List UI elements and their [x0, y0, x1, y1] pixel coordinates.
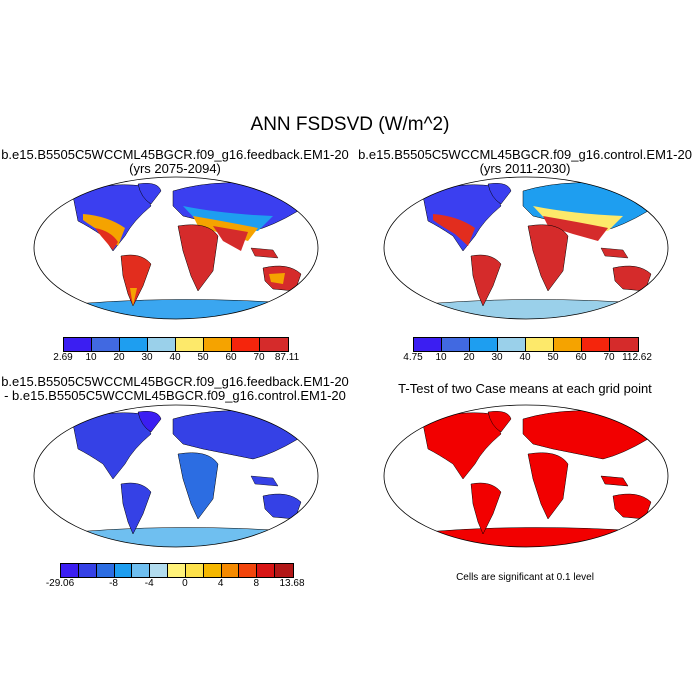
colorbar-swatch — [221, 564, 240, 577]
panel-1-title: b.e15.B5505C5WCCML45BGCR.f09_g16.feedbac… — [0, 148, 350, 176]
colorbar-tick-label: 4 — [217, 578, 224, 589]
panel-2-map — [383, 176, 669, 320]
colorbar-swatch — [150, 564, 169, 577]
colorbar-tick-label: 4.75 — [403, 352, 423, 363]
panel-2-title: b.e15.B5505C5WCCML45BGCR.f09_g16.control… — [350, 148, 700, 176]
colorbar-swatch — [414, 338, 442, 351]
panel-1-case-name: b.e15.B5505C5WCCML45BGCR.f09_g16.feedbac… — [1, 147, 349, 162]
colorbar-swatch — [526, 338, 554, 351]
colorbar-tick-label: 10 — [85, 352, 97, 363]
colorbar-tick-label: 40 — [169, 352, 181, 363]
figure-title: ANN FSDSVD (W/m^2) — [250, 114, 450, 135]
colorbar-swatch — [260, 338, 288, 351]
colorbar-tick-label: 70 — [603, 352, 615, 363]
colorbar-tick-label: 10 — [435, 352, 447, 363]
colorbar-swatch — [257, 564, 276, 577]
colorbar-swatch — [114, 564, 133, 577]
colorbar-swatch — [185, 564, 204, 577]
colorbar-swatch — [96, 564, 115, 577]
colorbar-tick-label: 60 — [575, 352, 587, 363]
panel-3-case-b: - b.e15.B5505C5WCCML45BGCR.f09_g16.contr… — [4, 388, 346, 403]
panel-3-map — [33, 404, 319, 548]
colorbar-swatch — [168, 564, 186, 577]
colorbar-tick-label: 2.69 — [53, 352, 73, 363]
panel-4-note: Cells are significant at 0.1 level — [456, 572, 594, 583]
colorbar-tick-label: 40 — [519, 352, 531, 363]
colorbar-swatch — [470, 338, 498, 351]
colorbar-swatch — [120, 338, 148, 351]
panel-2-years: (yrs 2011-2030) — [479, 161, 571, 176]
colorbar-swatch — [610, 338, 638, 351]
colorbar-tick-label: 30 — [491, 352, 503, 363]
panel-4-map — [383, 404, 669, 548]
colorbar-tick-label: 112.62 — [622, 352, 652, 363]
colorbar-swatch — [176, 338, 204, 351]
colorbar-swatch — [275, 564, 293, 577]
colorbar-swatch — [582, 338, 610, 351]
colorbar-tick-label: 8 — [253, 578, 260, 589]
colorbar-tick-label: 50 — [197, 352, 209, 363]
colorbar-tick-label: 60 — [225, 352, 237, 363]
colorbar-tick-label: 0 — [182, 578, 188, 589]
colorbar-tick-label: 20 — [113, 352, 125, 363]
colorbar-tick-label: 20 — [463, 352, 475, 363]
colorbar-tick-label: -4 — [144, 578, 154, 589]
panel-1-map — [33, 176, 319, 320]
colorbar-swatch — [78, 564, 97, 577]
colorbar-swatch — [132, 564, 151, 577]
colorbar-swatch — [92, 338, 120, 351]
colorbar-tick-label: 70 — [253, 352, 265, 363]
colorbar-swatch — [498, 338, 526, 351]
colorbar-tick-label: 87.11 — [274, 352, 300, 363]
colorbar-swatch — [554, 338, 582, 351]
colorbar-tick-label: 13.68 — [279, 578, 305, 589]
panel-3-title: b.e15.B5505C5WCCML45BGCR.f09_g16.feedbac… — [0, 375, 350, 403]
panel-2-colorbar-labels: 4.75 10 20 30 40 50 60 70 112.62 — [403, 352, 652, 364]
panel-3-colorbar-labels: -29.06 -8 -4 0 4 8 13.68 — [46, 578, 305, 590]
colorbar-tick-label: -8 — [109, 578, 118, 589]
panel-3-case-a: b.e15.B5505C5WCCML45BGCR.f09_g16.feedbac… — [1, 374, 349, 389]
colorbar-swatch — [442, 338, 470, 351]
colorbar-swatch — [148, 338, 176, 351]
panel-1-years: (yrs 2075-2094) — [129, 161, 221, 176]
colorbar-tick-label: -29.06 — [45, 578, 75, 589]
colorbar-swatch — [232, 338, 260, 351]
panel-1-colorbar — [63, 337, 289, 352]
colorbar-swatch — [64, 338, 92, 351]
colorbar-swatch — [203, 564, 222, 577]
colorbar-tick-label: 30 — [141, 352, 153, 363]
colorbar-swatch — [239, 564, 258, 577]
colorbar-swatch — [204, 338, 232, 351]
panel-2-colorbar — [413, 337, 639, 352]
colorbar-swatch — [61, 564, 79, 577]
panel-1-colorbar-labels: 2.69 10 20 30 40 50 60 70 87.11 — [53, 352, 299, 364]
panel-3-colorbar — [60, 563, 294, 578]
colorbar-tick-label: 50 — [547, 352, 559, 363]
panel-2-case-name: b.e15.B5505C5WCCML45BGCR.f09_g16.control… — [358, 147, 692, 162]
panel-4-title: T-Test of two Case means at each grid po… — [398, 381, 652, 396]
